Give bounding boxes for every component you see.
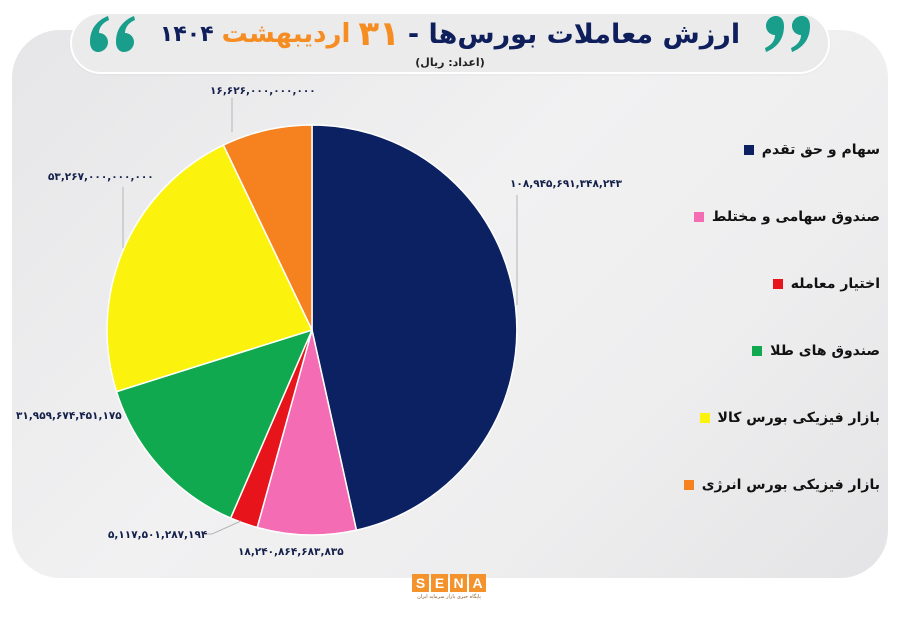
logo-letter: E	[431, 574, 448, 592]
title-month: اردیبهشت	[221, 19, 351, 49]
logo-letter: S	[412, 574, 429, 592]
value-label-commodity: ۵۳,۲۶۷,۰۰۰,۰۰۰,۰۰۰	[48, 171, 154, 183]
open-quote-icon	[84, 12, 144, 56]
value-label-options: ۵,۱۱۷,۵۰۱,۲۸۷,۱۹۴	[108, 529, 208, 541]
page-title: ارزش معاملات بورس‌ها - ۳۱ اردیبهشت ۱۴۰۴	[150, 14, 750, 54]
legend-item-gold-funds: صندوق های طلا	[752, 339, 880, 363]
legend-swatch-icon	[683, 480, 694, 490]
title-main: ارزش معاملات بورس‌ها -	[407, 18, 741, 50]
close-quote-icon	[756, 12, 816, 56]
units-subtitle: (اعداد: ریال)	[415, 56, 485, 69]
legend-label: بازار فیزیکی بورس انرژی	[701, 477, 880, 493]
title-banner	[70, 12, 830, 74]
legend-item-options: اختیار معامله	[772, 272, 880, 296]
value-label-mixed-funds: ۱۸,۲۴۰,۸۶۴,۶۸۳,۸۳۵	[238, 546, 344, 558]
legend-label: صندوق سهامی و مختلط	[711, 209, 880, 225]
legend-label: اختیار معامله	[790, 276, 880, 292]
title-year: ۱۴۰۴	[159, 21, 214, 47]
legend-label: صندوق های طلا	[770, 343, 880, 359]
logo-tagline: پایگاه خبری بازار سرمایه ایران	[417, 594, 481, 600]
value-label-gold-funds: ۳۱,۹۵۹,۶۷۴,۴۵۱,۱۷۵	[16, 410, 122, 422]
logo-letter: N	[450, 574, 467, 592]
sena-logo: S E N A پایگاه خبری بازار سرمایه ایران	[404, 574, 494, 614]
slice-mixed-funds	[256, 329, 358, 536]
slice-energy	[222, 124, 313, 331]
slice-commodity	[106, 144, 313, 393]
legend-item-stocks: سهام و حق تقدم	[743, 138, 880, 162]
slice-gold-funds	[115, 329, 313, 519]
legend-label: بازار فیزیکی بورس کالا	[717, 410, 880, 426]
leader-options	[203, 520, 242, 535]
legend-swatch-icon	[743, 145, 754, 155]
title-day: ۳۱	[358, 14, 400, 54]
value-label-stocks: ۱۰۸,۹۴۵,۶۹۱,۳۴۸,۲۴۳	[510, 178, 623, 190]
logo-letter: A	[469, 574, 486, 592]
legend-swatch-icon	[772, 279, 783, 289]
legend-item-energy: بازار فیزیکی بورس انرژی	[683, 473, 880, 497]
value-label-energy: ۱۶,۶۲۶,۰۰۰,۰۰۰,۰۰۰	[210, 85, 316, 97]
legend-swatch-icon	[699, 413, 710, 423]
legend-item-commodity: بازار فیزیکی بورس کالا	[699, 406, 880, 430]
slice-stocks	[311, 124, 518, 531]
legend-label: سهام و حق تقدم	[761, 142, 880, 158]
legend-swatch-icon	[693, 212, 704, 222]
legend-item-mixed-funds: صندوق سهامی و مختلط	[693, 205, 880, 229]
legend-swatch-icon	[752, 346, 763, 356]
